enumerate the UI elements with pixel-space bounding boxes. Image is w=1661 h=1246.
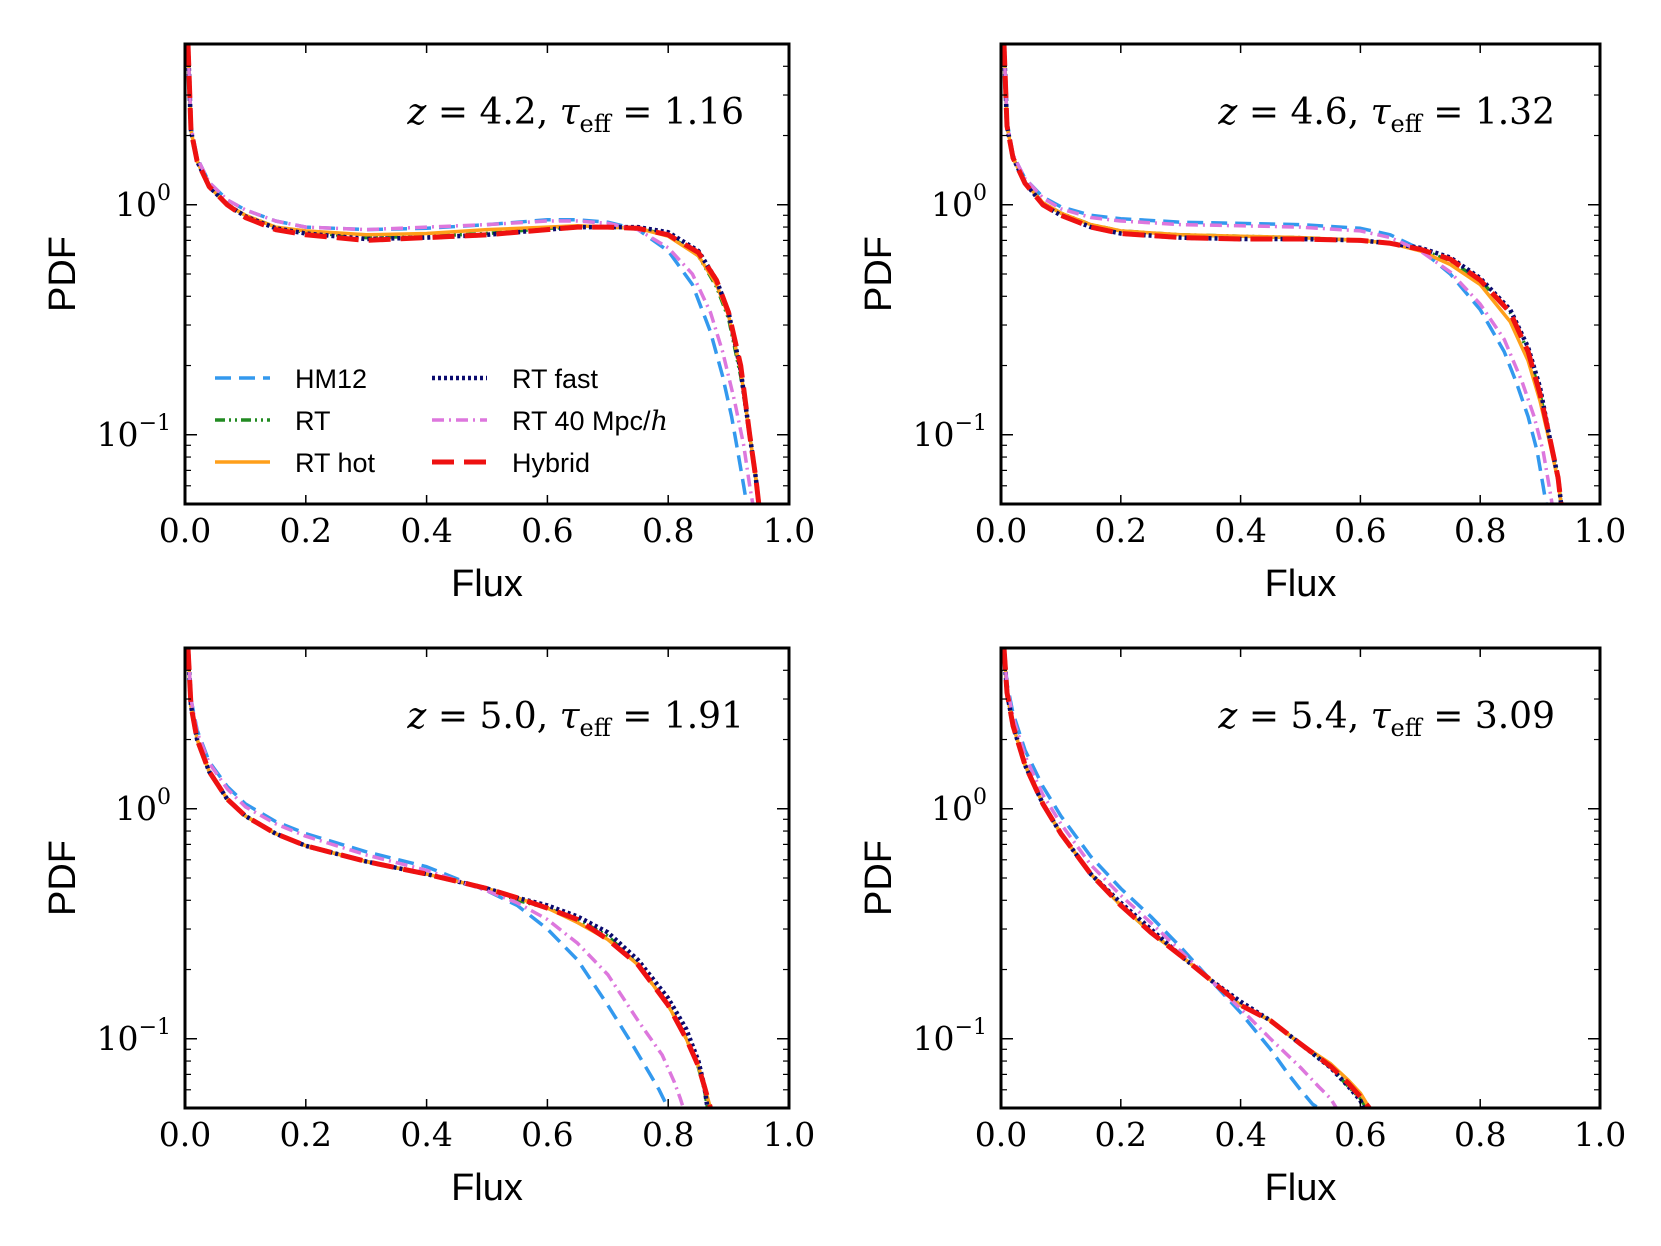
series-group [1001, 648, 1372, 1108]
y-tick-label: 100 [931, 181, 987, 224]
series-group [185, 648, 713, 1108]
x-tick-label: 0.2 [280, 511, 332, 550]
series-line-hm12 [1002, 648, 1320, 1108]
series-line-hybrid [1001, 44, 1564, 504]
x-axis-label: Flux [1265, 1167, 1337, 1209]
series-line-rt-40-mpc-h [186, 648, 685, 1108]
series-line-rt-40-mpc-h [1002, 44, 1554, 504]
x-tick-label: 0.2 [280, 1115, 332, 1154]
series-line-hybrid [185, 648, 713, 1108]
x-axis-label: Flux [1265, 563, 1337, 605]
x-tick-label: 0.6 [521, 1115, 573, 1154]
panel-annotation: z = 5.0, τeff = 1.91 [406, 696, 744, 742]
x-tick-label: 0.0 [975, 1115, 1027, 1154]
panel-top-left: 0.0 0.2 0.4 0.6 0.8 1.0 100 10−1 Flux PDF z = 4.2,… [42, 42, 815, 605]
panel-top-right: 0.0 0.2 0.4 0.6 0.8 1.0 100 10−1 Flux PDF z = 4.6,… [858, 42, 1626, 605]
series-group [1001, 44, 1564, 504]
panel-bottom-left: 0.0 0.2 0.4 0.6 0.8 1.0 100 10−1 Flux PDF z = 5.0,… [42, 646, 815, 1209]
series-line-rt-40-mpc-h [1002, 648, 1338, 1108]
legend: HM12 RT RT hot RT fast RT 40 Mpc/h Hybrid [215, 364, 668, 478]
x-tick-label: 0.4 [400, 1115, 452, 1154]
series-line-hybrid [185, 44, 762, 504]
y-tick-label: 10−1 [913, 411, 987, 454]
x-tick-label: 0.8 [642, 511, 694, 550]
x-tick-label: 0.6 [1334, 1115, 1386, 1154]
x-tick-label: 1.0 [1574, 511, 1626, 550]
x-tick-label: 0.8 [1454, 1115, 1506, 1154]
series-line-rt-40-mpc-h [186, 44, 755, 504]
y-tick-label: 100 [115, 181, 171, 224]
x-tick-label: 0.0 [159, 1115, 211, 1154]
x-axis-label: Flux [451, 563, 523, 605]
y-axis-label: PDF [858, 840, 900, 916]
y-tick-label: 10−1 [913, 1015, 987, 1058]
legend-label-rt: RT [295, 406, 331, 436]
y-axis-label: PDF [42, 840, 84, 916]
panel-bottom-right: 0.0 0.2 0.4 0.6 0.8 1.0 100 10−1 Flux PDF z = 5.4,… [858, 646, 1626, 1209]
x-tick-label: 0.2 [1095, 511, 1147, 550]
x-tick-label: 0.4 [1214, 511, 1266, 550]
x-tick-label: 0.0 [975, 511, 1027, 550]
y-tick-label: 100 [115, 785, 171, 828]
y-tick-label: 10−1 [97, 411, 171, 454]
series-line-hybrid [1001, 648, 1372, 1108]
x-tick-label: 0.2 [1095, 1115, 1147, 1154]
x-tick-label: 0.0 [159, 511, 211, 550]
legend-label-rt-fast: RT fast [512, 364, 599, 394]
x-tick-label: 1.0 [763, 511, 815, 550]
x-tick-label: 0.6 [521, 511, 573, 550]
x-tick-label: 1.0 [763, 1115, 815, 1154]
y-tick-label: 100 [931, 785, 987, 828]
x-tick-label: 0.4 [1214, 1115, 1266, 1154]
legend-label-hm12: HM12 [295, 364, 367, 394]
panel-annotation: z = 4.2, τeff = 1.16 [406, 92, 744, 138]
x-tick-label: 0.8 [1454, 511, 1506, 550]
panel-annotation: z = 4.6, τeff = 1.32 [1217, 92, 1555, 138]
series-line-hm12 [186, 44, 749, 504]
x-tick-label: 0.4 [400, 511, 452, 550]
y-axis-label: PDF [858, 236, 900, 312]
legend-label-rt-hot: RT hot [295, 448, 376, 478]
x-tick-label: 0.8 [642, 1115, 694, 1154]
x-tick-label: 1.0 [1574, 1115, 1626, 1154]
legend-label-hybrid: Hybrid [512, 448, 590, 478]
y-tick-label: 10−1 [97, 1015, 171, 1058]
series-line-rt-fast [185, 648, 710, 1108]
x-axis-label: Flux [451, 1167, 523, 1209]
series-group [185, 44, 762, 504]
panel-annotation: z = 5.4, τeff = 3.09 [1217, 696, 1555, 742]
x-tick-label: 0.6 [1334, 511, 1386, 550]
legend-label-rt-40-mpc-h: RT 40 Mpc/h [512, 406, 668, 437]
y-axis-label: PDF [42, 236, 84, 312]
